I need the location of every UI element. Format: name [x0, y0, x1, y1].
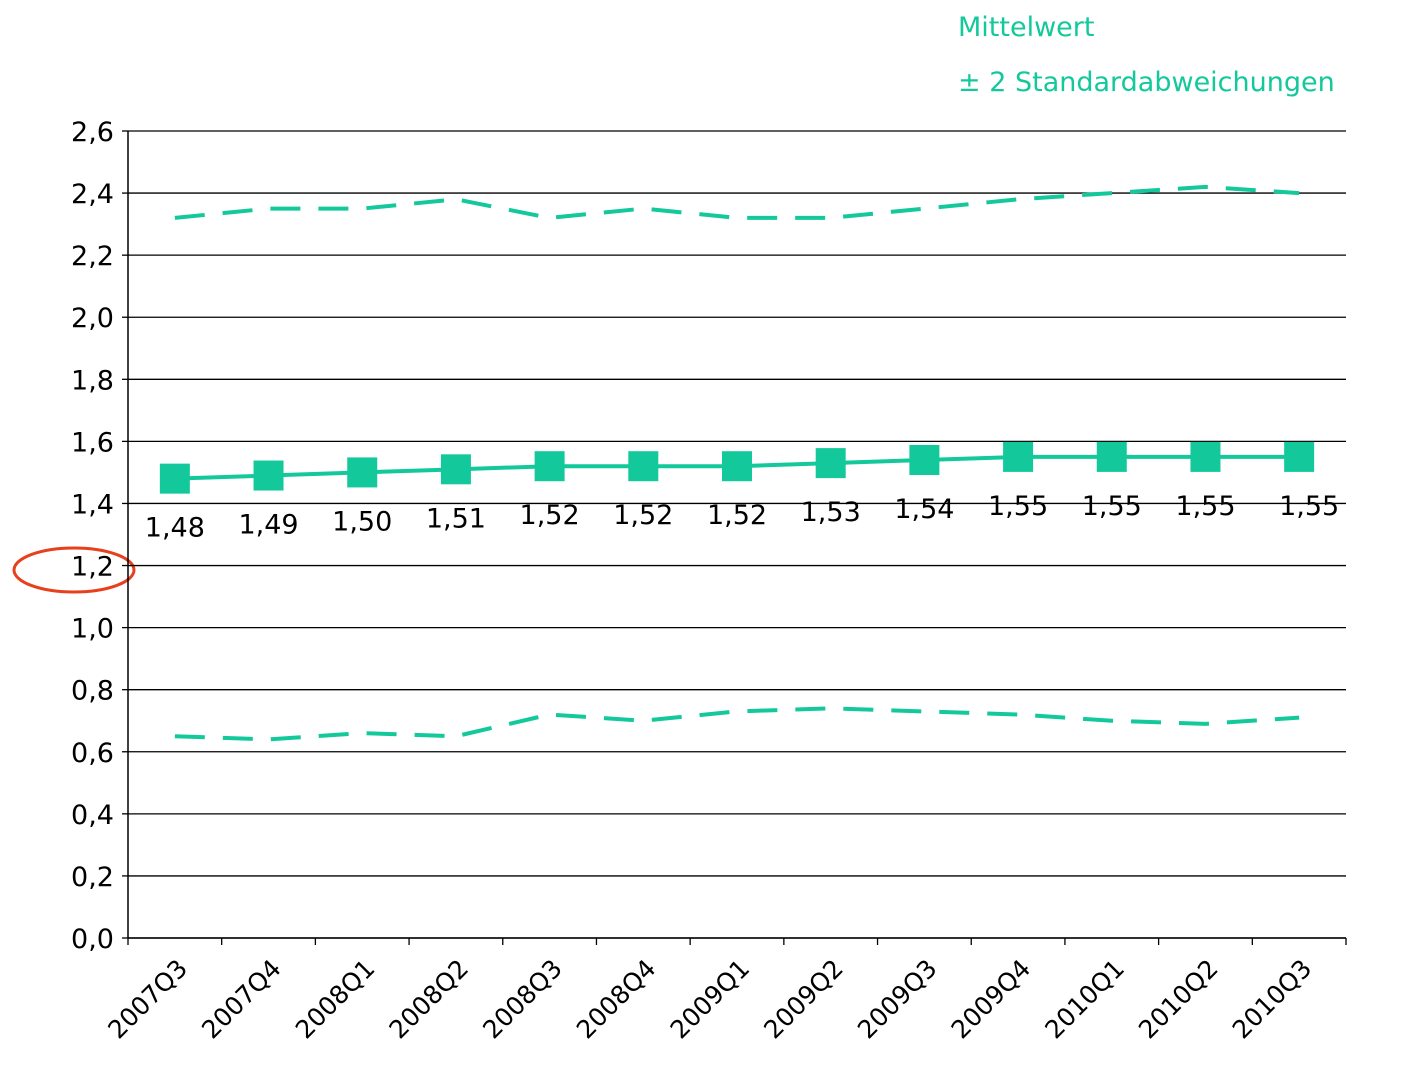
y-tick-label: 1,6: [71, 427, 114, 458]
x-tick-label: 2009Q2: [758, 954, 849, 1045]
band-line: [174, 184, 1300, 220]
y-tick-label: 2,6: [71, 117, 114, 148]
data-label: 1,52: [613, 500, 673, 531]
data-label: 1,55: [1082, 491, 1142, 522]
y-tick-label: 2,0: [71, 303, 114, 334]
marker: [159, 463, 190, 494]
legend-entry: ± 2 Standardabweichungen: [958, 67, 1335, 98]
legend-entry: Mittelwert: [958, 12, 1094, 43]
highlight-ellipse: [12, 546, 136, 594]
data-label: 1,55: [1279, 491, 1339, 522]
marker: [253, 460, 284, 491]
data-label: 1,49: [238, 510, 298, 541]
y-tick-label: 1,8: [71, 365, 114, 396]
data-label: 1,48: [145, 513, 205, 544]
y-tick-label: 1,4: [71, 489, 114, 520]
data-label: 1,54: [894, 494, 954, 525]
y-tick-label: 2,4: [71, 179, 114, 210]
marker: [347, 457, 378, 488]
marker: [1190, 441, 1221, 472]
data-label: 1,55: [988, 491, 1048, 522]
x-tick-label: 2008Q2: [384, 954, 475, 1045]
data-label: 1,52: [707, 500, 767, 531]
marker: [815, 448, 846, 479]
data-label: 1,55: [1175, 491, 1235, 522]
marker: [722, 451, 752, 482]
marker: [1003, 441, 1034, 472]
y-tick-label: 2,2: [71, 241, 114, 272]
y-tick-label: 0,0: [71, 924, 114, 955]
y-tick-label: 1,0: [71, 614, 114, 645]
x-tick-label: 2008Q3: [477, 954, 568, 1045]
band-line: [174, 706, 1300, 742]
y-tick-label: 0,4: [71, 800, 114, 831]
x-tick-label: 2009Q3: [852, 954, 943, 1045]
y-tick-label: 1,2: [71, 552, 114, 583]
y-tick-label: 0,6: [71, 738, 114, 769]
x-tick-label: 2010Q3: [1227, 954, 1318, 1045]
data-label: 1,50: [332, 506, 392, 537]
x-tick-label: 2010Q2: [1133, 954, 1224, 1045]
x-tick-label: 2009Q4: [946, 954, 1037, 1045]
marker: [1284, 441, 1315, 472]
x-tick-label: 2008Q4: [571, 954, 662, 1045]
data-label: 1,53: [801, 497, 861, 528]
y-tick-label: 0,8: [71, 676, 114, 707]
data-label: 1,51: [426, 503, 486, 534]
x-tick-label: 2007Q4: [196, 954, 287, 1045]
x-tick-label: 2007Q3: [102, 954, 193, 1045]
x-tick-label: 2008Q1: [290, 954, 381, 1045]
marker: [534, 451, 565, 482]
x-tick-label: 2009Q1: [665, 954, 756, 1045]
marker: [1096, 441, 1127, 472]
marker: [440, 454, 471, 485]
marker: [909, 445, 940, 476]
y-tick-label: 0,2: [71, 862, 114, 893]
x-tick-label: 2010Q1: [1039, 954, 1130, 1045]
data-label: 1,52: [520, 500, 580, 531]
marker: [628, 451, 659, 482]
